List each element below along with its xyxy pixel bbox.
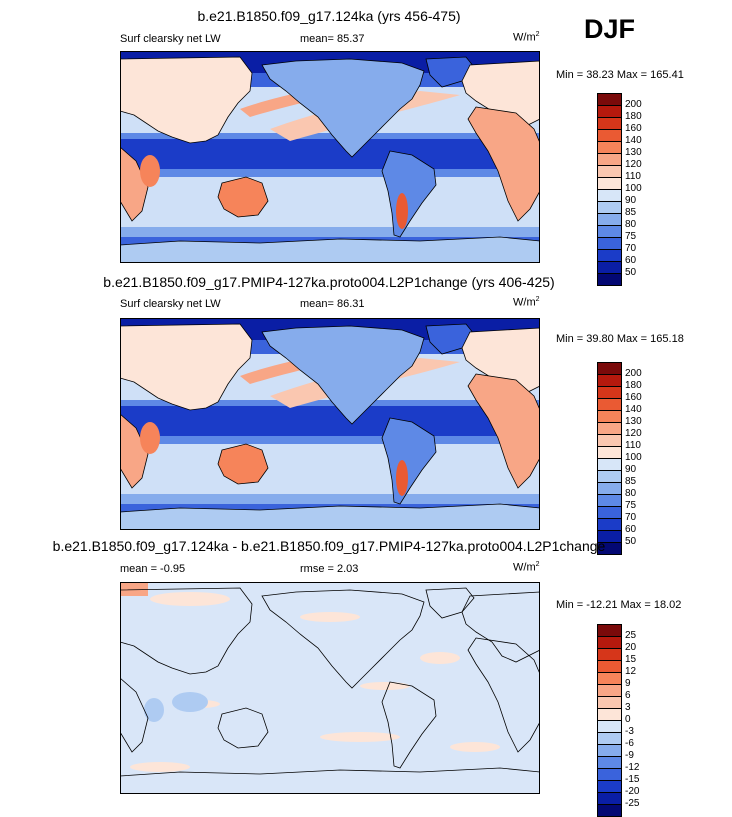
colorbar-label: 90 [625, 195, 637, 206]
panel-2-variable-label: Surf clearsky net LW [120, 298, 221, 310]
colorbar-label: 9 [625, 678, 631, 689]
colorbar-label: 180 [625, 111, 642, 122]
colorbar-label: 50 [625, 536, 637, 547]
colorbar-label: 80 [625, 488, 637, 499]
panel-3-minmax: Min = -12.21 Max = 18.02 [556, 599, 682, 611]
panel-1-mean-label: mean= 85.37 [300, 33, 365, 45]
colorbar-box [597, 804, 622, 817]
panel-2-units: W/m2 [513, 296, 540, 309]
colorbar-label: 200 [625, 368, 642, 379]
colorbar-box [597, 273, 622, 286]
panel-1-minmax: Min = 38.23 Max = 165.41 [556, 69, 684, 81]
colorbar-label: -9 [625, 750, 634, 761]
colorbar-label: 85 [625, 476, 637, 487]
colorbar-label: 25 [625, 630, 637, 641]
panel-3-rmse-label: rmse = 2.03 [300, 563, 359, 575]
panel-3-map [120, 582, 540, 794]
panel-2-map [120, 318, 540, 530]
panel-3-mean-label: mean = -0.95 [120, 563, 186, 575]
colorbar-label: 200 [625, 99, 642, 110]
colorbar-box [597, 542, 622, 555]
colorbar-label: 110 [625, 440, 641, 451]
colorbar-label: 75 [625, 231, 637, 242]
colorbar-label: -25 [625, 798, 640, 809]
colorbar-label: 160 [625, 392, 642, 403]
colorbar-label: -15 [625, 774, 640, 785]
colorbar-label: 20 [625, 642, 637, 653]
colorbar-label: 80 [625, 219, 637, 230]
panel-1-units: W/m2 [513, 31, 540, 44]
colorbar-label: 90 [625, 464, 637, 475]
colorbar-label: 6 [625, 690, 631, 701]
colorbar-label: 100 [625, 183, 642, 194]
season-label: DJF [584, 14, 636, 44]
colorbar-label: 120 [625, 428, 642, 439]
panel-1-variable-label: Surf clearsky net LW [120, 33, 221, 45]
colorbar-label: 110 [625, 171, 641, 182]
panel-1-title: b.e21.B1850.f09_g17.124ka (yrs 456-475) [197, 8, 461, 24]
colorbar-label: 50 [625, 267, 637, 278]
panel-1-map [120, 51, 540, 263]
colorbar-label: 15 [625, 654, 637, 665]
panel-2-title: b.e21.B1850.f09_g17.PMIP4-127ka.proto004… [103, 274, 555, 290]
colorbar-label: 100 [625, 452, 642, 463]
colorbar-label: 70 [625, 512, 637, 523]
colorbar-label: 3 [625, 702, 631, 713]
colorbar-label: 130 [625, 416, 642, 427]
colorbar-label: 85 [625, 207, 637, 218]
panel-3-units: W/m2 [513, 561, 540, 574]
colorbar-label: 0 [625, 714, 631, 725]
colorbar-label: 130 [625, 147, 642, 158]
colorbar-label: 12 [625, 666, 637, 677]
colorbar-label: 180 [625, 380, 642, 391]
colorbar-label: 75 [625, 500, 637, 511]
colorbar-label: 70 [625, 243, 637, 254]
colorbar-label: 60 [625, 524, 637, 535]
colorbar-label: -6 [625, 738, 634, 749]
colorbar-label: 160 [625, 123, 642, 134]
panel-3-title: b.e21.B1850.f09_g17.124ka - b.e21.B1850.… [52, 538, 606, 554]
panel-2-mean-label: mean= 86.31 [300, 298, 365, 310]
colorbar-label: -20 [625, 786, 640, 797]
colorbar-label: -12 [625, 762, 640, 773]
colorbar-label: 120 [625, 159, 642, 170]
colorbar-label: 140 [625, 135, 642, 146]
panel-2-minmax: Min = 39.80 Max = 165.18 [556, 333, 684, 345]
colorbar-label: 60 [625, 255, 637, 266]
colorbar-label: -3 [625, 726, 634, 737]
colorbar-label: 140 [625, 404, 642, 415]
